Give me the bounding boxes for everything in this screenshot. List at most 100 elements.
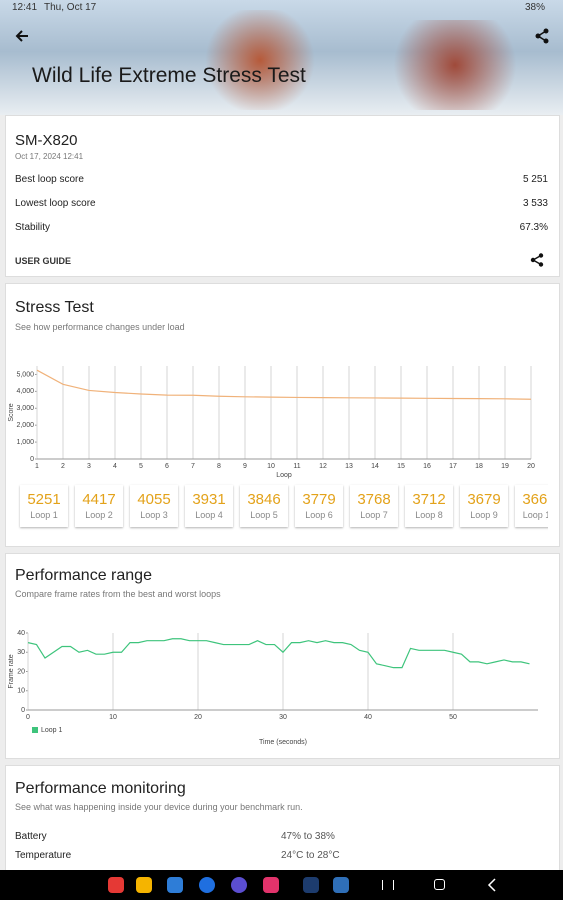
- row-label: Temperature: [15, 850, 72, 861]
- range-chart: 0 10 20 30 40 0 10 20 30 40 50 Time (seconds) Frame …: [8, 630, 538, 746]
- loop-card: 3779 Loop 6: [295, 485, 343, 527]
- row-value: 47% to 38%: [281, 831, 335, 842]
- section-title: Stress Test: [15, 299, 94, 316]
- row-label: Stability: [15, 222, 51, 233]
- loop-card: 3712 Loop 8: [405, 485, 453, 527]
- x-tick-label: 6: [165, 463, 169, 470]
- app-icon[interactable]: [199, 877, 215, 893]
- row-value: 24°C to 28°C: [281, 850, 340, 861]
- home-button[interactable]: [434, 879, 445, 890]
- x-tick-label: 20: [527, 463, 535, 470]
- user-guide-link[interactable]: USER GUIDE: [15, 256, 72, 266]
- y-axis-label: Score: [8, 403, 15, 421]
- app-icon[interactable]: [136, 877, 152, 893]
- x-tick-label: 7: [191, 463, 195, 470]
- section-title: Performance range: [15, 567, 152, 584]
- y-tick-label: 20: [17, 668, 25, 675]
- loop-label: Loop 7: [360, 510, 388, 520]
- x-tick-label: 30: [279, 714, 287, 721]
- page-title: Wild Life Extreme Stress Test: [32, 64, 306, 87]
- x-tick-label: 14: [371, 463, 379, 470]
- loop-score: 4055: [137, 491, 171, 508]
- loop-card: 3660 Loop 10: [515, 485, 548, 527]
- loop-card: 3846 Loop 5: [240, 485, 288, 527]
- back-button[interactable]: [14, 28, 30, 44]
- x-tick-label: 20: [194, 714, 202, 721]
- loop-score: 3779: [302, 491, 336, 508]
- loop-label: Loop 8: [415, 510, 443, 520]
- y-tick-label: 30: [17, 649, 25, 656]
- device-name: SM-X820: [15, 132, 78, 149]
- loop-score: 4417: [82, 491, 116, 508]
- loop-label: Loop 2: [85, 510, 113, 520]
- status-battery: 38%: [525, 2, 546, 13]
- loop-card: 3768 Loop 7: [350, 485, 398, 527]
- x-tick-label: 0: [26, 714, 30, 721]
- loop-card: 4417 Loop 2: [75, 485, 123, 527]
- x-tick-label: 15: [397, 463, 405, 470]
- app-icon[interactable]: [108, 877, 124, 893]
- row-label: Lowest loop score: [15, 198, 96, 209]
- x-tick-label: 5: [139, 463, 143, 470]
- app-icon[interactable]: [167, 877, 183, 893]
- y-axis-label: Frame rate: [8, 654, 15, 688]
- x-tick-label: 40: [364, 714, 372, 721]
- section-subtitle: See how performance changes under load: [15, 322, 185, 332]
- app-icon[interactable]: [231, 877, 247, 893]
- nav-bar: [0, 870, 563, 900]
- loop-score: 3679: [467, 491, 501, 508]
- x-tick-label: 10: [267, 463, 275, 470]
- status-date: Thu, Oct 17: [44, 2, 97, 13]
- row-value: 5 251: [522, 174, 548, 185]
- loop-score: 3768: [357, 491, 391, 508]
- x-tick-label: 19: [501, 463, 509, 470]
- share-button[interactable]: [530, 253, 544, 267]
- x-tick-label: 4: [113, 463, 117, 470]
- y-tick-label: 4,000: [16, 388, 34, 395]
- app-icon[interactable]: [303, 877, 319, 893]
- data-line: [36, 369, 532, 400]
- loop-cards: 5251 Loop 1 4417 Loop 2 4055 Loop 3 3931 Loop 4…: [18, 482, 548, 532]
- x-tick-label: 3: [87, 463, 91, 470]
- section-title: Performance monitoring: [15, 780, 186, 797]
- x-tick-label: 2: [61, 463, 65, 470]
- device-card: [5, 115, 560, 277]
- banner-art: [200, 10, 320, 110]
- legend-swatch: [32, 727, 38, 733]
- loop-score: 3931: [192, 491, 226, 508]
- y-tick-label: 40: [17, 630, 25, 637]
- loop-label: Loop 9: [470, 510, 498, 520]
- app-icon[interactable]: [263, 877, 279, 893]
- x-tick-label: 9: [243, 463, 247, 470]
- x-axis-label: Time (seconds): [259, 739, 307, 746]
- back-nav-button[interactable]: [487, 878, 497, 892]
- header-banner: [0, 0, 563, 115]
- x-tick-label: 18: [475, 463, 483, 470]
- x-tick-label: 17: [449, 463, 457, 470]
- loop-label: Loop 3: [140, 510, 168, 520]
- loop-card: 3931 Loop 4: [185, 485, 233, 527]
- x-tick-label: 50: [449, 714, 457, 721]
- x-tick-label: 11: [293, 463, 300, 470]
- row-value: 3 533: [522, 198, 548, 209]
- recents-button[interactable]: [382, 880, 394, 890]
- device-date: Oct 17, 2024 12:41: [15, 152, 84, 161]
- x-tick-label: 12: [319, 463, 327, 470]
- y-tick-label: 1,000: [16, 439, 34, 446]
- loop-score: 3660: [522, 491, 548, 508]
- y-tick-label: 3,000: [16, 405, 34, 412]
- app-icon[interactable]: [333, 877, 349, 893]
- loop-label: Loop 1: [30, 510, 58, 520]
- share-button[interactable]: [534, 28, 550, 44]
- x-tick-label: 10: [109, 714, 117, 721]
- banner-art: [380, 20, 530, 110]
- row-label: Battery: [15, 831, 47, 842]
- x-tick-label: 8: [217, 463, 221, 470]
- loop-score: 3712: [412, 491, 446, 508]
- loop-card: 3679 Loop 9: [460, 485, 508, 527]
- row-value: 67.3%: [519, 222, 548, 233]
- data-line: [27, 638, 530, 669]
- y-tick-label: 10: [17, 688, 25, 695]
